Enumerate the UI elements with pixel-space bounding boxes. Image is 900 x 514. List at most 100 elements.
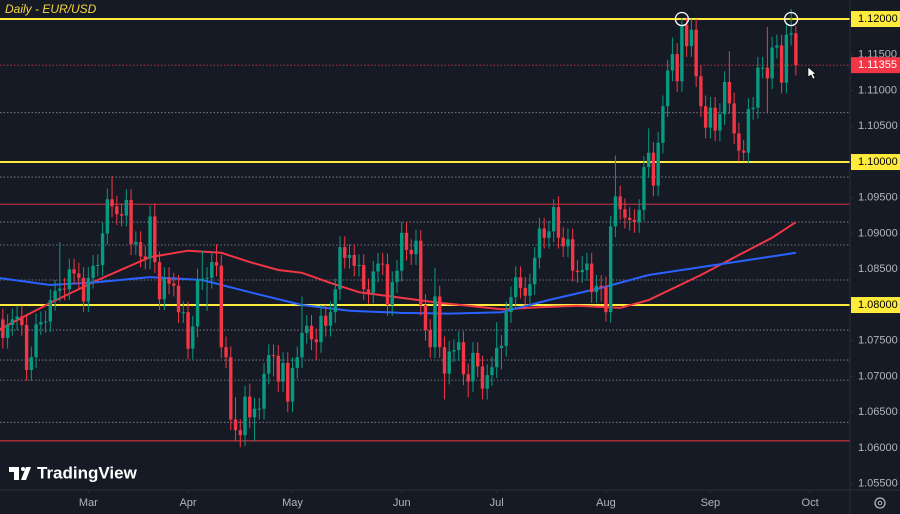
candle-body bbox=[124, 199, 129, 216]
candle-body bbox=[328, 312, 333, 326]
candle-body bbox=[585, 263, 589, 270]
candle-body bbox=[485, 375, 489, 389]
settings-gear-center[interactable] bbox=[877, 500, 883, 506]
x-tick-label: Jul bbox=[490, 497, 504, 509]
logo: TradingView bbox=[9, 463, 138, 482]
candle-body bbox=[366, 289, 371, 293]
candle-body bbox=[295, 357, 299, 368]
candle-body bbox=[452, 350, 456, 352]
x-tick-label: Sep bbox=[701, 497, 721, 509]
axes: 1.120001.115001.110001.105001.100001.095… bbox=[79, 11, 900, 509]
candle-body bbox=[737, 133, 741, 151]
candle-body bbox=[390, 282, 394, 306]
y-tick-label: 1.06000 bbox=[858, 442, 898, 454]
candle-body bbox=[319, 315, 323, 343]
candle-body bbox=[618, 196, 622, 210]
candle-body bbox=[371, 271, 375, 293]
candle-body bbox=[561, 237, 565, 247]
moving-average bbox=[0, 251, 797, 315]
level-label: 1.10000 bbox=[858, 156, 898, 168]
candle-body bbox=[333, 289, 337, 313]
y-tick-label: 1.09500 bbox=[858, 192, 898, 204]
price-axis-panel bbox=[850, 0, 900, 514]
candle-body bbox=[518, 277, 523, 288]
candle-body bbox=[537, 228, 542, 258]
candle-body bbox=[414, 240, 418, 255]
candle-body bbox=[214, 262, 219, 266]
settings-gear[interactable] bbox=[874, 497, 886, 509]
candle-body bbox=[1, 319, 5, 338]
candle-body bbox=[110, 199, 114, 207]
candle-body bbox=[347, 254, 352, 258]
candle-body bbox=[72, 269, 76, 274]
watermark: TradingView bbox=[37, 463, 138, 482]
candle-body bbox=[675, 54, 679, 82]
chart-title: Daily - EUR/USD bbox=[5, 2, 97, 16]
candle-body bbox=[661, 106, 665, 143]
candle-body bbox=[400, 232, 404, 271]
y-tick-label: 1.11000 bbox=[858, 84, 897, 96]
candle-body bbox=[286, 362, 290, 402]
candle-body bbox=[656, 142, 660, 186]
candle-body bbox=[271, 355, 276, 357]
candle-body bbox=[86, 277, 91, 302]
level-badge bbox=[851, 154, 900, 171]
candle-body bbox=[642, 167, 646, 210]
candle-body bbox=[24, 325, 29, 371]
candle-body bbox=[404, 232, 409, 250]
candle-body bbox=[727, 81, 732, 104]
candle-body bbox=[703, 106, 708, 128]
candle-body bbox=[153, 216, 157, 263]
candle-body bbox=[718, 114, 722, 131]
y-tick-label: 1.05500 bbox=[858, 478, 898, 490]
high-marker bbox=[783, 11, 799, 27]
level-badge bbox=[851, 11, 900, 28]
candle-body bbox=[513, 277, 518, 298]
candle-body bbox=[248, 396, 252, 418]
candle-body bbox=[119, 214, 124, 216]
settings-icon[interactable] bbox=[874, 497, 886, 509]
candle-body bbox=[395, 270, 399, 283]
candle-body bbox=[172, 283, 176, 286]
candle-body bbox=[476, 352, 480, 367]
candle-body bbox=[471, 352, 475, 382]
candle-body bbox=[589, 263, 594, 293]
candle-body bbox=[362, 264, 366, 290]
candle-body bbox=[162, 277, 167, 300]
candle-body bbox=[713, 107, 717, 131]
candle-body bbox=[20, 316, 24, 326]
candle-body bbox=[438, 296, 442, 348]
candle-body bbox=[205, 277, 209, 279]
candle-body bbox=[48, 300, 53, 322]
candle-body bbox=[385, 264, 390, 306]
candle-body bbox=[547, 231, 551, 238]
candle-body bbox=[651, 152, 656, 186]
candle-body bbox=[238, 430, 242, 436]
candle-body bbox=[419, 240, 423, 306]
candle-body bbox=[627, 217, 632, 220]
candle-body bbox=[623, 209, 627, 218]
candle-body bbox=[542, 228, 546, 238]
y-tick-label: 1.09000 bbox=[858, 227, 898, 239]
level-label: 1.08000 bbox=[858, 299, 898, 311]
candle-body bbox=[604, 287, 608, 313]
candle-body bbox=[499, 345, 504, 348]
x-tick-label: Aug bbox=[596, 497, 616, 509]
candle-body bbox=[570, 239, 575, 271]
candle-body bbox=[461, 342, 466, 375]
candle-body bbox=[5, 325, 10, 338]
candle-body bbox=[575, 270, 580, 273]
candle-body bbox=[680, 24, 684, 82]
candle-body bbox=[157, 262, 162, 300]
candle-body bbox=[699, 76, 703, 107]
candle-body bbox=[694, 29, 698, 77]
candle-body bbox=[338, 247, 342, 290]
candle-body bbox=[314, 339, 318, 343]
candle-body bbox=[708, 107, 713, 128]
candle-body bbox=[594, 285, 599, 293]
x-tick-label: Mar bbox=[79, 497, 98, 509]
candle-body bbox=[447, 351, 451, 374]
candle-body bbox=[504, 312, 508, 346]
candle-body bbox=[290, 367, 295, 402]
candle-body bbox=[81, 277, 86, 302]
